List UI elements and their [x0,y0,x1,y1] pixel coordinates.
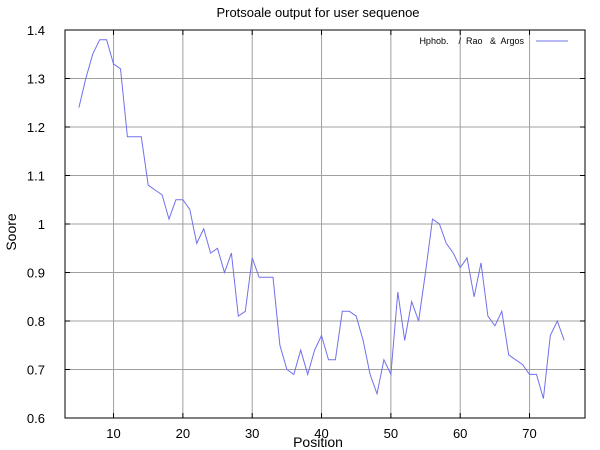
series-line [78,39,565,399]
y-tick-label: 1.4 [27,23,45,38]
x-axis-label: Position [293,434,343,450]
legend: Hphob. / Rao & Argos [419,36,568,46]
y-tick-label: 0.6 [27,411,45,426]
legend-label: Hphob. / Rao & Argos [419,36,524,46]
y-tick-label: 1 [38,217,45,232]
y-tick-label: 0.9 [27,266,45,281]
x-tick-label: 10 [106,426,120,441]
series-group [78,39,565,399]
x-axis: 10 20 30 40 50 60 70 [106,30,537,441]
x-tick-label: 20 [176,426,190,441]
x-tick-label: 60 [453,426,467,441]
x-tick-label: 70 [522,426,536,441]
x-tick-label: 30 [245,426,259,441]
chart-title: Protsoale output for user sequenoe [216,5,419,20]
x-tick-label: 50 [384,426,398,441]
y-tick-label: 1.1 [27,169,45,184]
grid [65,30,585,418]
y-axis-label: Soore [3,213,19,251]
y-tick-label: 0.7 [27,363,45,378]
y-tick-label: 1.3 [27,72,45,87]
y-axis: 0.6 0.7 0.8 0.9 1 1.1 1.2 1.3 1.4 [27,23,585,426]
x-tick-label: 40 [314,426,328,441]
y-tick-label: 0.8 [27,314,45,329]
y-tick-label: 1.2 [27,120,45,135]
